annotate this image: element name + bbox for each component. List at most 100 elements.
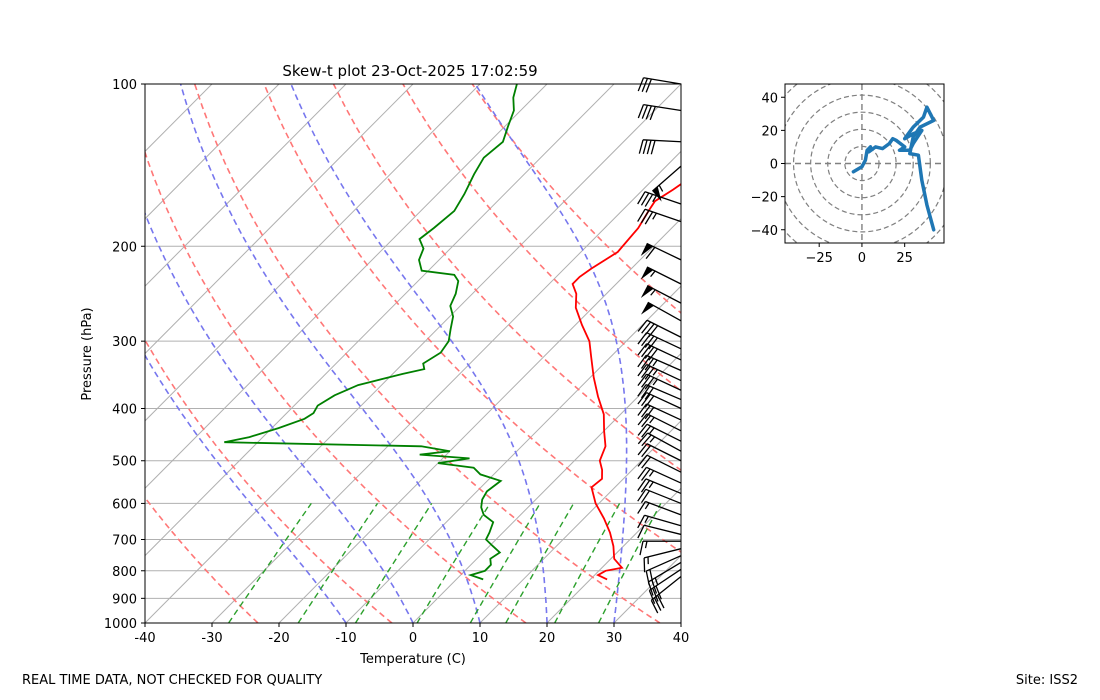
wind-barb-full [645,105,652,120]
wind-barb-shaft [645,478,682,495]
wind-barb-full [644,377,655,390]
wind-barb-half [652,195,657,203]
wind-barb-shaft [646,363,682,382]
wind-barb [638,139,682,155]
wind-barb-half [644,541,648,549]
wind-barb-half [644,516,649,524]
moist-adiabat-line [145,211,414,623]
wind-barb-full [648,337,658,350]
wind-barb-half [652,378,658,386]
wind-barb-full [641,345,651,358]
wind-barb-shaft [644,191,682,205]
isotherm-line [145,84,414,355]
wind-barb-full [637,501,646,514]
wind-barb-full [637,413,648,426]
wind-barb-full [649,106,656,121]
mixing-ratio-line [416,503,491,623]
wind-barb [637,343,682,361]
isotherm-line [278,218,681,623]
wind-barb-full [637,432,649,445]
wind-barb-shaft [643,548,682,559]
wind-barb-shaft [643,524,682,536]
wind-barb-half [654,577,659,585]
wind-barb-full [641,321,652,334]
wind-barb [645,555,682,586]
wind-barb-shaft [644,514,682,527]
wind-barb [643,548,682,573]
wind-barb [640,242,682,261]
x-tick-label: 10 [472,631,489,646]
y-tick-label: 1000 [104,617,137,632]
wind-barb-half [658,184,664,192]
wind-barb-full [645,78,653,93]
isotherm-line [145,84,280,220]
wind-barb-full [637,423,648,436]
isotherm-line [680,622,681,623]
dry-adiabat-line [402,84,681,392]
wind-barb [637,423,682,442]
wind-barb-half [649,436,656,443]
isotherm-line [145,84,481,422]
wind-barb-shaft [646,443,682,462]
wind-barb [651,165,682,202]
wind-barb-half [650,289,656,296]
wind-barb-full [650,599,659,614]
wind-barb-shaft [646,454,682,473]
wind-barb [637,524,682,539]
wind-barb-flag [640,267,654,280]
isotherm-line [412,352,681,623]
wind-barbs [637,77,682,614]
wind-barb-full [637,478,647,491]
wind-barb-half [648,470,655,477]
isotherm-line [211,150,681,623]
wind-barb-full [640,480,651,493]
y-axis-label: Pressure (hPa) [80,307,95,400]
chart-title: Skew-t plot 23-Oct-2025 17:02:59 [282,62,537,80]
wind-barb-shaft [645,383,682,401]
wind-barb-shaft [646,391,682,410]
wind-barb-shaft [646,266,682,285]
wind-barb-full [637,104,645,119]
wind-barb-full [644,395,655,408]
wind-barb [637,478,682,495]
wind-barb [637,413,682,432]
wind-barb-full [637,403,648,416]
wind-barb [637,77,682,93]
wind-barb-full [644,346,655,359]
wind-barb-half [650,270,656,278]
hodograph-trace [851,105,936,232]
wind-barb-shaft [643,139,682,143]
wind-barb-full [637,514,646,529]
wind-barb-shaft [648,561,682,583]
wind-barb-full [641,78,649,92]
mixing-ratio-line [597,503,662,623]
y-tick-label: 800 [112,565,137,580]
wind-barb-full [650,140,656,155]
wind-barb-full [640,192,650,206]
x-axis-label: Temperature (C) [359,652,466,667]
wind-barb-shaft [646,242,682,261]
hodograph-y-tick-label: 20 [761,124,778,139]
wind-barb-full [637,354,647,368]
wind-barb [637,208,682,225]
wind-barb-shaft [646,343,682,361]
wind-barb-full [640,356,651,369]
wind-barb [640,301,682,322]
wind-barb-full [637,454,648,467]
wind-barb-full [638,139,644,154]
y-tick-label: 600 [112,497,137,512]
wind-barb-shaft [645,488,682,505]
y-tick-label: 300 [112,335,137,350]
wind-barb-shaft [646,423,682,442]
wind-barb-full [644,193,654,207]
wind-barb [637,391,682,410]
wind-barb-full [648,590,656,604]
wind-barb-full [641,445,652,458]
x-tick-label: 40 [673,631,690,646]
wind-barb-full [637,392,648,405]
wind-barb-flag [640,285,654,298]
wind-barb-full [644,323,655,336]
y-tick-label: 500 [112,455,137,470]
wind-barb [637,373,682,391]
wind-barb-full [637,191,646,205]
